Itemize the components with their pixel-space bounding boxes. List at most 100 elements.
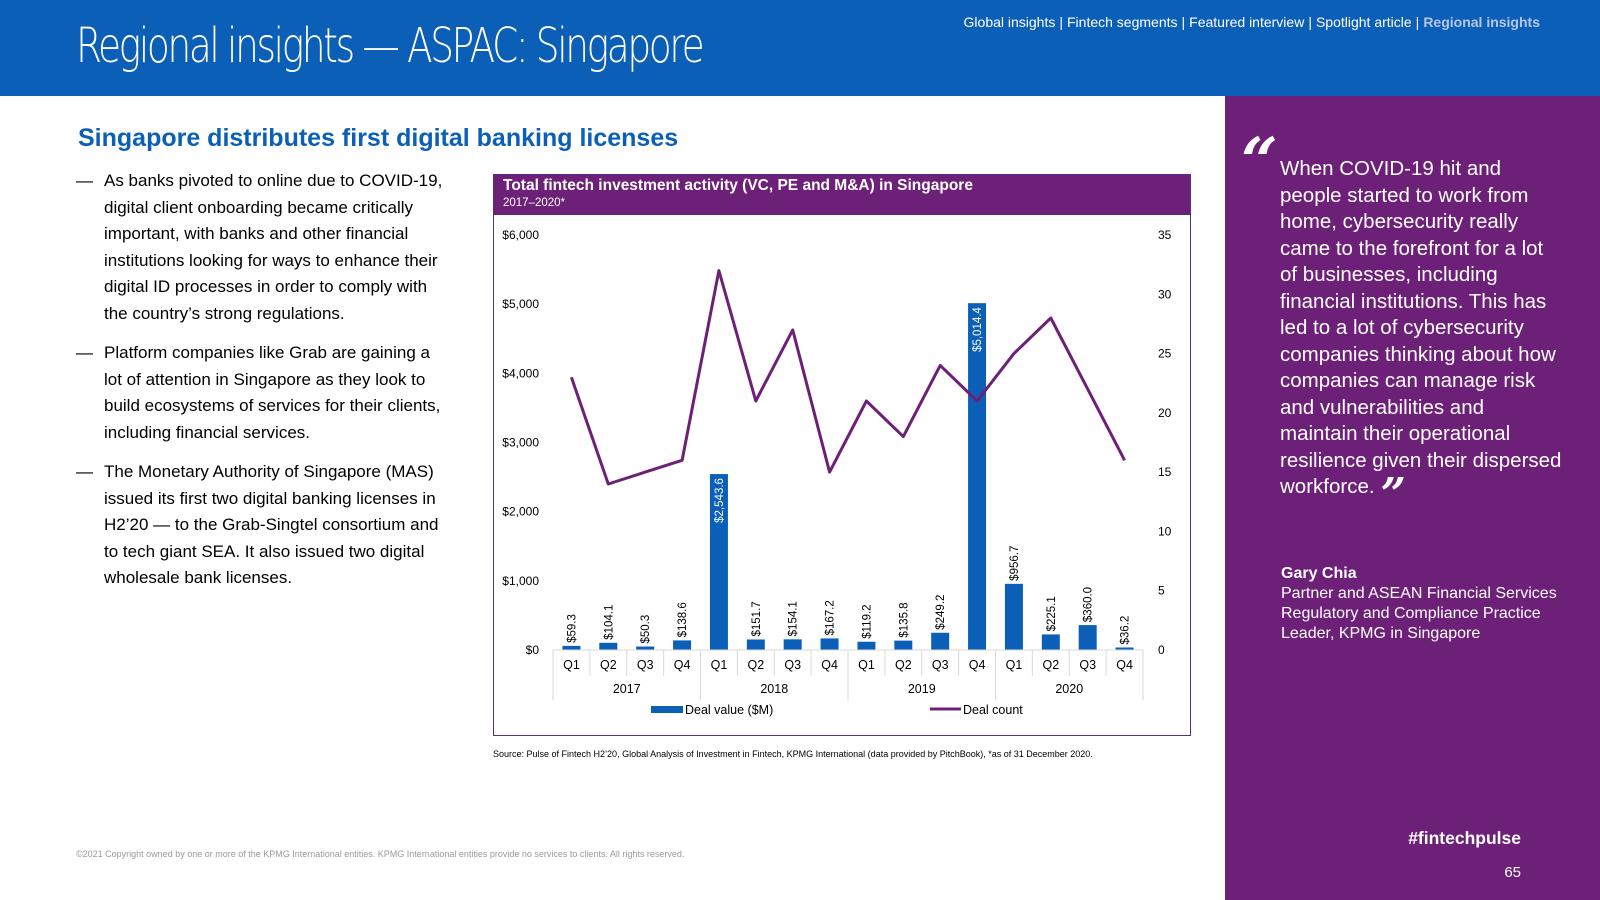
y-left-tick-label: $0 <box>526 643 540 657</box>
x-group-label: 2019 <box>908 682 936 696</box>
bullet-item: — The Monetary Authority of Singapore (MA… <box>76 459 451 592</box>
fintech-investment-chart: $0 $1,000 $2,000 $3,000 $4,000 $5,000 $6,000 0 5… <box>502 228 1172 717</box>
quote-text: When COVID-19 hit and people started to … <box>1280 157 1562 498</box>
x-tick-label: Q1 <box>1006 658 1023 672</box>
bar-value-label: $2,543.6 <box>714 478 726 523</box>
bullet-text: As banks pivoted to online due to COVID-… <box>104 171 443 323</box>
bar-value-label: $167.2 <box>825 600 837 635</box>
x-group-label: 2018 <box>760 682 788 696</box>
y-left-tick-label: $2,000 <box>502 505 539 519</box>
x-tick-label: Q1 <box>858 658 875 672</box>
bullet-list: — As banks pivoted to online due to COVID… <box>76 168 451 605</box>
x-group-label: 2017 <box>613 682 641 696</box>
legend-deal-value: Deal value ($M) <box>685 703 773 717</box>
y-right-tick-label: 0 <box>1158 643 1165 657</box>
bar <box>968 303 987 650</box>
x-tick-label: Q3 <box>932 658 949 672</box>
nav-regional-insights[interactable]: Regional insights <box>1423 14 1540 30</box>
x-group-label: 2020 <box>1055 682 1083 696</box>
chart-subtitle: 2017–2020* <box>503 197 566 209</box>
y-left-tick-label: $1,000 <box>502 574 539 588</box>
bullet-dash: — <box>76 343 93 362</box>
y-left-tick-label: $3,000 <box>502 436 539 450</box>
nav-global-insights[interactable]: Global insights <box>963 14 1056 30</box>
legend-bar-swatch <box>651 706 683 713</box>
bullet-dash: — <box>76 171 93 190</box>
nav-separator: | <box>1181 14 1186 30</box>
bullet-item: — As banks pivoted to online due to COVID… <box>76 168 451 327</box>
x-tick-label: Q2 <box>895 658 912 672</box>
header-bar: Regional insights — ASPAC: Singapore Glo… <box>0 0 1600 96</box>
hashtag[interactable]: #fintechpulse <box>1408 828 1521 848</box>
bullet-text: Platform companies like Grab are gaining… <box>104 343 441 442</box>
y-right-tick-label: 5 <box>1158 584 1165 598</box>
chart-header: Total fintech investment activity (VC, P… <box>494 175 1190 215</box>
bar-value-label: $5,014.4 <box>972 307 984 352</box>
x-tick-label: Q2 <box>600 658 617 672</box>
y-right-tick-label: 25 <box>1158 347 1172 361</box>
section-title: Singapore distributes first digital bank… <box>78 124 679 152</box>
bar <box>1078 625 1097 650</box>
x-tick-label: Q4 <box>969 658 986 672</box>
quote-sidebar: “ When COVID-19 hit and people started t… <box>1225 96 1600 900</box>
y-right-tick-label: 10 <box>1158 524 1172 538</box>
y-left-tick-label: $4,000 <box>502 366 539 380</box>
top-nav: Global insights | Fintech segments | Feature… <box>964 14 1540 30</box>
y-right-tick-label: 35 <box>1158 228 1172 242</box>
bar-value-label: $225.1 <box>1046 596 1058 631</box>
nav-fintech-segments[interactable]: Fintech segments <box>1067 14 1178 30</box>
person-title: Partner and ASEAN Financial Services Reg… <box>1281 585 1557 642</box>
bar <box>709 474 728 650</box>
bar-value-label: $59.3 <box>566 614 578 643</box>
bar <box>562 645 581 650</box>
x-tick-label: Q1 <box>563 658 580 672</box>
bullet-dash: — <box>76 462 93 481</box>
x-tick-label: Q4 <box>821 658 838 672</box>
x-tick-label: Q4 <box>674 658 691 672</box>
x-tick-label: Q3 <box>1079 658 1096 672</box>
source-note: Source: Pulse of Fintech H2’20, Global A… <box>493 749 1093 759</box>
bar <box>1004 583 1023 650</box>
bar-value-label: $360.0 <box>1083 587 1095 622</box>
bar-value-label: $956.7 <box>1009 546 1021 581</box>
legend-deal-count: Deal count <box>963 703 1023 717</box>
close-quote-mark: ” <box>1380 469 1406 520</box>
page-number: 65 <box>1504 864 1521 881</box>
y-left-tick-label: $5,000 <box>502 297 539 311</box>
nav-separator: | <box>1308 14 1312 30</box>
bar-value-label: $50.3 <box>640 615 652 644</box>
quote-attribution: Gary Chia Partner and ASEAN Financial Se… <box>1281 564 1581 644</box>
open-quote-mark: “ <box>1241 124 1278 199</box>
bar <box>599 642 618 650</box>
nav-featured-interview[interactable]: Featured interview <box>1189 14 1305 30</box>
bar <box>857 641 876 650</box>
bar <box>1041 634 1060 650</box>
bullet-text: The Monetary Authority of Singapore (MAS… <box>104 462 439 587</box>
bar <box>636 646 655 650</box>
y-right-tick-label: 15 <box>1158 465 1172 479</box>
bar-value-label: $119.2 <box>861 604 873 638</box>
bar-value-label: $104.1 <box>603 605 615 640</box>
y-right-tick-label: 20 <box>1158 406 1172 420</box>
nav-separator: | <box>1059 14 1063 30</box>
x-tick-label: Q1 <box>711 658 728 672</box>
x-tick-label: Q2 <box>1042 658 1059 672</box>
chart-container: Total fintech investment activity (VC, P… <box>493 174 1191 736</box>
bar <box>820 638 839 650</box>
nav-spotlight-article[interactable]: Spotlight article <box>1315 14 1412 30</box>
bar-value-label: $249.2 <box>935 595 947 630</box>
y-right-tick-label: 30 <box>1158 287 1172 301</box>
bar <box>746 639 765 650</box>
bar <box>1115 647 1134 650</box>
bar-value-label: $36.2 <box>1120 616 1132 645</box>
x-tick-label: Q3 <box>637 658 654 672</box>
person-name: Gary Chia <box>1281 565 1357 582</box>
bar <box>673 640 692 650</box>
bar <box>894 640 913 650</box>
quote-block: When COVID-19 hit and people started to … <box>1280 156 1565 517</box>
bullet-item: — Platform companies like Grab are gainin… <box>76 340 451 446</box>
x-tick-label: Q4 <box>1116 658 1133 672</box>
bar-value-label: $138.6 <box>677 602 689 637</box>
copyright-note: ©2021 Copyright owned by one or more of … <box>76 849 685 859</box>
y-left-tick-label: $6,000 <box>502 228 539 242</box>
